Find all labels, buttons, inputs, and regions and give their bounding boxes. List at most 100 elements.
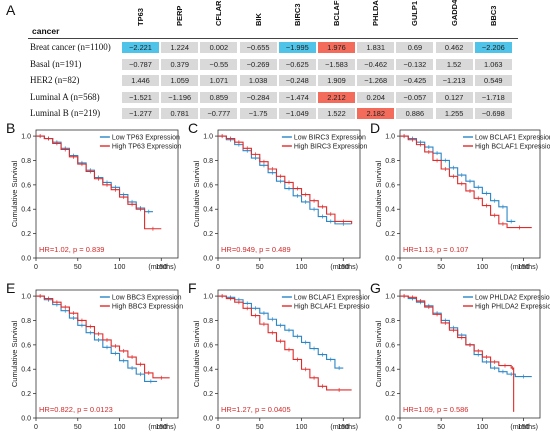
hazard-ratio-annotation: HR=0.949, p = 0.489	[221, 245, 291, 254]
legend-entry: Low BCLAF1 Expression	[475, 135, 550, 142]
heatmap-cell: −0.269	[239, 58, 277, 70]
heatmap-cell: −0.462	[357, 58, 395, 70]
legend-entry: Low BIRC3 Expression	[294, 135, 366, 142]
y-tick-label: 0.6	[203, 342, 213, 349]
plot-frame	[399, 289, 541, 419]
heatmap-cell: −0.625	[278, 58, 316, 70]
survival-curve-high	[218, 135, 353, 224]
hazard-ratio-annotation: HR=0.822, p = 0.0123	[39, 405, 113, 414]
hazard-ratio-annotation: HR=1.13, p = 0.107	[403, 245, 468, 254]
heatmap-row-label: HER2 (n=82)	[30, 75, 80, 85]
heatmap-cell: −1.474	[278, 91, 316, 103]
y-tick-label: 0.8	[385, 318, 395, 325]
y-tick-label: 0.4	[21, 207, 31, 214]
expression-heatmap: cancer TP63 PERP CFLAR BIK BIRC3 BCLAF1 PHLDA2 G…	[10, 0, 548, 122]
heatmap-cell: −1.268	[357, 75, 395, 86]
x-axis-label: (months)	[510, 264, 538, 271]
x-tick-label: 50	[256, 264, 264, 271]
heatmap-cell: −1.995	[278, 42, 316, 53]
heatmap-cell: 0.462	[435, 42, 473, 53]
heatmap-cell: 1.224	[161, 42, 199, 53]
heatmap-cell: −0.787	[122, 58, 159, 70]
legend-entry: High TP63 Expression	[112, 144, 182, 151]
heatmap-cell: 0.69	[396, 42, 434, 53]
heatmap-cell: 0.781	[161, 108, 199, 119]
y-tick-label: 0.8	[385, 158, 395, 165]
heatmap-cell: 1.446	[122, 75, 159, 86]
heatmap-cell: 1.909	[318, 75, 355, 86]
x-tick-label: 100	[477, 264, 489, 271]
y-tick-label: 1.0	[203, 294, 213, 301]
survival-plot-bclaf1: 0.0 0.2 0.4 0.6 0.8 1.0 0 50 100 150(months) Cumul…	[374, 129, 550, 271]
heatmap-cell: 1.071	[200, 75, 238, 86]
x-tick-label: 150	[337, 424, 349, 431]
y-axis-label: Cumulative Survival	[10, 321, 19, 388]
heatmap-cell: 1.255	[435, 108, 473, 119]
panel-label-c: C	[188, 120, 199, 136]
hazard-ratio-annotation: HR=1.09, p = 0.586	[403, 405, 468, 414]
heatmap-cell: 0.886	[396, 108, 434, 119]
legend-entry: Low PHLDA2 Expression	[475, 295, 550, 302]
y-axis-label: Cumulative Survival	[192, 161, 201, 228]
heatmap-cell: −0.284	[239, 91, 277, 103]
y-tick-label: 1.0	[385, 134, 395, 141]
heatmap-cell: −0.057	[396, 91, 434, 103]
x-tick-label: 50	[74, 424, 82, 431]
y-tick-label: 0.0	[385, 416, 395, 423]
y-tick-label: 0.4	[385, 367, 395, 374]
heatmap-header-rule	[28, 38, 518, 39]
heatmap-cell: −2.221	[122, 42, 159, 53]
x-tick-label: 0	[398, 424, 402, 431]
x-tick-label: 0	[34, 424, 38, 431]
y-tick-label: 0.0	[21, 416, 31, 423]
y-tick-label: 0.0	[203, 256, 213, 263]
hazard-ratio-annotation: HR=1.27, p = 0.0405	[221, 405, 291, 414]
y-axis-label: Cumulative Survival	[192, 321, 201, 388]
survival-plot-tp63: 0.0 0.2 0.4 0.6 0.8 1.0 0 50 100 150(months) Cumul…	[10, 129, 182, 271]
y-tick-label: 0.8	[203, 158, 213, 165]
heatmap-cell: 1.522	[318, 108, 355, 119]
x-tick-label: 50	[437, 264, 445, 271]
heatmap-cell: −1.521	[122, 91, 159, 103]
heatmap-column-header: CFLAR	[214, 0, 224, 26]
heatmap-cell: −0.248	[278, 75, 316, 86]
x-tick-label: 150	[518, 424, 530, 431]
heatmap-cell: 0.379	[161, 58, 199, 70]
survival-plot-bclaf1-b: 0.0 0.2 0.4 0.6 0.8 1.0 0 50 100 150(months) Cumul…	[192, 289, 370, 431]
heatmap-cell: −1.583	[318, 58, 355, 70]
y-tick-label: 1.0	[21, 134, 31, 141]
heatmap-cell: −0.55	[200, 58, 238, 70]
heatmap-column-header: BIRC3	[292, 3, 302, 26]
heatmap-column-header: BCLAF1	[332, 0, 341, 26]
x-axis-label: (months)	[148, 264, 176, 271]
panel-label-f: F	[188, 280, 197, 296]
plot-frame	[399, 129, 541, 259]
x-tick-label: 100	[296, 264, 308, 271]
x-tick-label: 150	[155, 264, 167, 271]
heatmap-row-label: Basal (n=191)	[30, 58, 82, 69]
hazard-ratio-annotation: HR=1.02, p = 0.839	[39, 245, 104, 254]
plot-frame	[217, 289, 361, 419]
survival-plot-birc3: 0.0 0.2 0.4 0.6 0.8 1.0 0 50 100 150(months) Cumul…	[192, 129, 368, 271]
x-axis-label: (months)	[510, 424, 538, 431]
x-tick-label: 150	[518, 264, 530, 271]
y-tick-label: 1.0	[21, 294, 31, 301]
y-tick-label: 0.2	[203, 391, 213, 398]
heatmap-row-label: Luminal A (n=568)	[30, 91, 100, 102]
heatmap-cell: 0.859	[200, 91, 238, 103]
heatmap-cell: −1.277	[122, 108, 159, 119]
legend-entry: High BCLAF1 Expression	[475, 144, 550, 151]
panel-label-b: B	[6, 120, 16, 136]
y-tick-label: 0.0	[385, 256, 395, 263]
x-axis-label: (months)	[330, 264, 358, 271]
heatmap-cell: −1.75	[239, 108, 277, 119]
x-tick-label: 100	[114, 264, 126, 271]
y-tick-label: 0.2	[203, 231, 213, 238]
legend-entry: High PHLDA2 Expression	[475, 304, 550, 311]
heatmap-cell: −1.196	[161, 91, 199, 103]
heatmap-column-header: PERP	[175, 5, 185, 26]
heatmap-column-header: GADD45B	[449, 0, 459, 26]
plot-frame	[35, 129, 179, 259]
y-tick-label: 0.4	[21, 367, 31, 374]
heatmap-column-header: GULP1	[410, 0, 420, 26]
